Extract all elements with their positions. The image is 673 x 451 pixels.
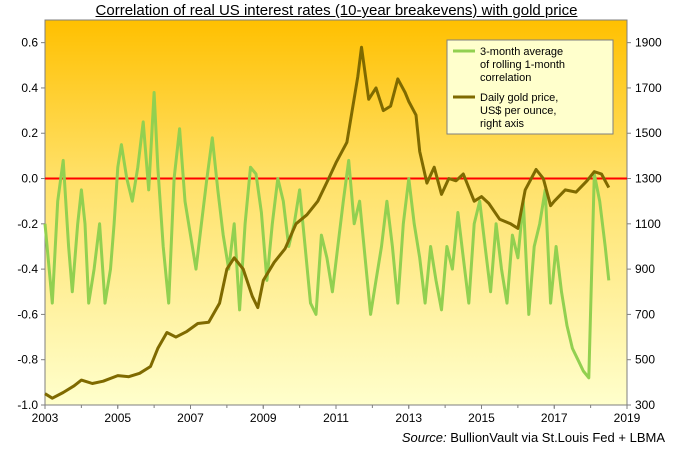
right-tick-label: 300 (635, 398, 655, 412)
chart-title: Correlation of real US interest rates (1… (95, 2, 578, 19)
right-tick-label: 1900 (635, 36, 662, 50)
series-line-correlation (43, 91, 611, 380)
left-axis-ticks: 0.6 0.4 0.2 0.0 -0.2 -0.4 -0.6 -0.8 -1.0 (17, 36, 45, 412)
legend-label: correlation (480, 72, 531, 84)
source-text: BullionVault via St.Louis Fed + LBMA (450, 430, 665, 445)
left-tick-label: 0.2 (21, 126, 38, 140)
left-tick-label: 0.6 (21, 36, 38, 50)
left-tick-label: -0.6 (17, 307, 38, 321)
legend-label: of rolling 1-month (480, 59, 565, 71)
x-tick-label: 2015 (468, 411, 495, 425)
x-tick-label: 2013 (395, 411, 422, 425)
x-tick-label: 2003 (32, 411, 59, 425)
right-tick-label: 700 (635, 307, 655, 321)
x-tick-label: 2009 (250, 411, 277, 425)
left-tick-label: -0.2 (17, 217, 38, 231)
right-tick-label: 1300 (635, 172, 662, 186)
right-tick-label: 1100 (635, 217, 661, 231)
legend-box (446, 39, 614, 135)
legend-label: Daily gold price, (480, 92, 558, 104)
source-label: Source: (401, 430, 447, 445)
x-tick-label: 2005 (104, 411, 131, 425)
legend-label: US$ per ounce, (480, 105, 556, 117)
legend-label: right axis (480, 118, 525, 130)
left-tick-label: -0.4 (17, 262, 38, 276)
left-tick-label: -0.8 (17, 353, 38, 367)
x-tick-label: 2017 (541, 411, 568, 425)
left-tick-label: 0.4 (21, 81, 38, 95)
right-tick-label: 900 (635, 262, 655, 276)
x-axis-ticks: 2003 2005 2007 2009 2011 2013 2015 2017 2019 (32, 405, 641, 425)
right-tick-label: 500 (635, 353, 655, 367)
x-tick-label: 2011 (323, 411, 349, 425)
x-tick-label: 2019 (614, 411, 641, 425)
left-tick-label: -1.0 (17, 398, 38, 412)
right-axis-ticks: 1900 1700 1500 1300 1100 900 700 500 300 (627, 36, 662, 412)
right-tick-label: 1500 (635, 126, 662, 140)
series-line-gold-price (44, 45, 611, 400)
right-tick-label: 1700 (635, 81, 662, 95)
legend-label: 3-month average (480, 46, 563, 58)
x-tick-label: 2007 (177, 411, 204, 425)
left-tick-label: 0.0 (21, 172, 38, 186)
source-note: Source: BullionVault via St.Louis Fed + … (402, 430, 665, 445)
